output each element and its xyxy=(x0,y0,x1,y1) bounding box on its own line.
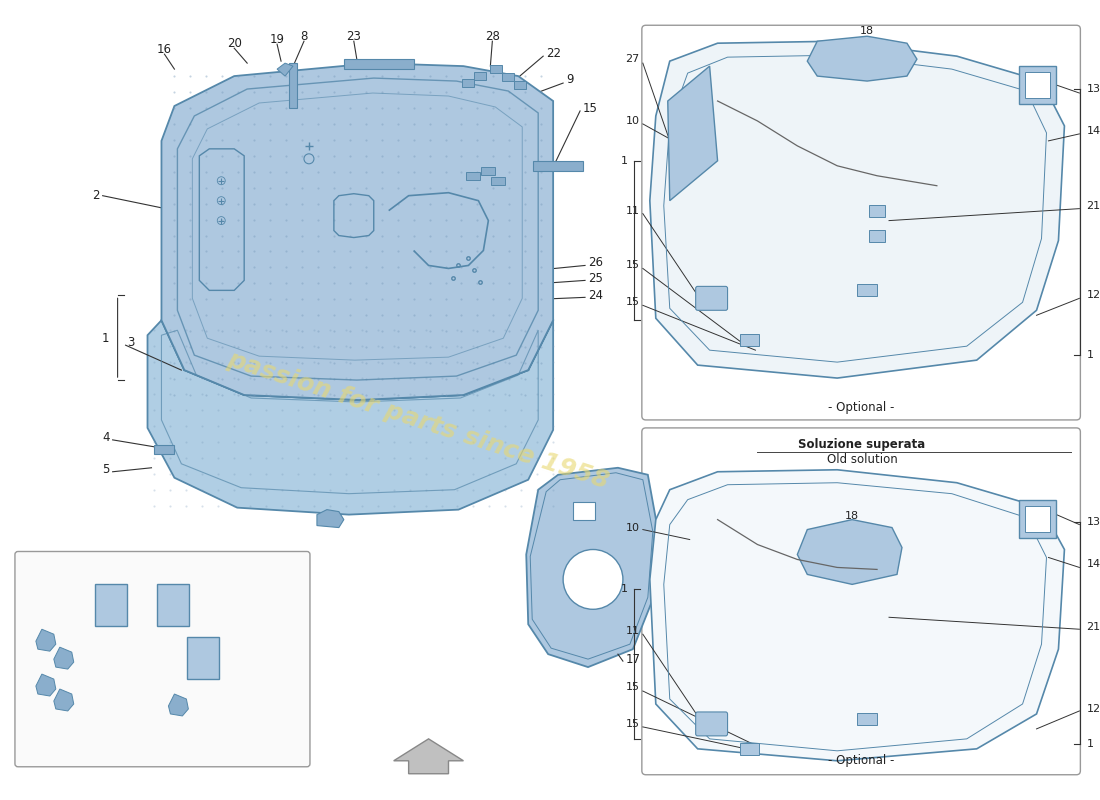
Text: 6: 6 xyxy=(248,594,254,604)
Polygon shape xyxy=(394,739,463,774)
Bar xyxy=(573,502,595,519)
Polygon shape xyxy=(147,320,553,514)
Text: 1: 1 xyxy=(620,156,628,166)
Text: 15: 15 xyxy=(583,102,598,115)
Bar xyxy=(869,205,886,217)
Text: 4: 4 xyxy=(102,431,110,444)
Text: 11: 11 xyxy=(626,626,640,636)
Text: passion for parts since 1958: passion for parts since 1958 xyxy=(224,346,613,493)
Bar xyxy=(1019,66,1056,104)
Bar xyxy=(474,72,486,80)
Bar xyxy=(515,81,526,89)
Circle shape xyxy=(563,550,623,610)
Text: 18: 18 xyxy=(845,510,859,521)
Text: 7: 7 xyxy=(14,729,22,739)
Text: 18: 18 xyxy=(860,26,875,36)
Text: - Optional -: - Optional - xyxy=(828,402,894,414)
Text: - Optional -: - Optional - xyxy=(828,754,894,767)
Polygon shape xyxy=(650,470,1065,761)
Text: 19: 19 xyxy=(270,33,285,46)
Polygon shape xyxy=(668,66,717,201)
Polygon shape xyxy=(36,674,56,696)
Text: 27: 27 xyxy=(626,54,640,64)
Text: 21: 21 xyxy=(1087,622,1100,632)
Polygon shape xyxy=(54,647,74,669)
Bar xyxy=(857,284,877,296)
Text: 6: 6 xyxy=(248,654,254,664)
FancyBboxPatch shape xyxy=(695,712,727,736)
Bar xyxy=(869,230,886,242)
Text: 2: 2 xyxy=(92,189,100,202)
Bar xyxy=(1019,500,1056,538)
Polygon shape xyxy=(168,694,188,716)
Text: 1: 1 xyxy=(1087,739,1093,749)
Text: 21: 21 xyxy=(1087,201,1100,210)
Bar xyxy=(739,743,759,755)
Polygon shape xyxy=(162,63,553,400)
Text: 7: 7 xyxy=(14,754,22,764)
Bar xyxy=(462,79,474,87)
Polygon shape xyxy=(807,36,917,81)
FancyBboxPatch shape xyxy=(15,551,310,766)
Text: 15: 15 xyxy=(626,719,640,729)
Bar xyxy=(857,713,877,725)
Text: 9: 9 xyxy=(566,73,573,86)
Text: 5: 5 xyxy=(102,463,110,476)
Text: 1: 1 xyxy=(1087,350,1093,360)
Text: 25: 25 xyxy=(588,272,603,285)
Text: 1: 1 xyxy=(102,332,110,345)
Bar xyxy=(503,73,515,81)
Bar xyxy=(289,63,297,108)
Polygon shape xyxy=(526,468,658,667)
Bar xyxy=(491,65,503,73)
Text: Soluzione superata: Soluzione superata xyxy=(799,438,926,451)
Bar xyxy=(482,166,495,174)
Bar xyxy=(1024,506,1050,531)
Polygon shape xyxy=(317,510,344,527)
Text: 20: 20 xyxy=(227,37,242,50)
Bar xyxy=(534,161,583,170)
Text: 12: 12 xyxy=(1087,290,1100,300)
Text: 28: 28 xyxy=(485,30,499,42)
Bar xyxy=(1024,72,1050,98)
Text: 17: 17 xyxy=(626,653,641,666)
FancyBboxPatch shape xyxy=(695,286,727,310)
Text: 13: 13 xyxy=(1087,84,1100,94)
Polygon shape xyxy=(54,689,74,711)
Polygon shape xyxy=(650,42,1065,378)
Text: 3: 3 xyxy=(128,336,135,349)
Text: 26: 26 xyxy=(588,256,603,269)
Text: 12: 12 xyxy=(1087,704,1100,714)
Bar xyxy=(466,172,481,180)
Text: 1: 1 xyxy=(620,584,628,594)
Polygon shape xyxy=(36,630,56,651)
Polygon shape xyxy=(277,63,293,76)
FancyBboxPatch shape xyxy=(641,26,1080,420)
FancyBboxPatch shape xyxy=(641,428,1080,774)
Bar xyxy=(157,584,189,626)
Text: 14: 14 xyxy=(1087,559,1100,570)
Text: 23: 23 xyxy=(346,30,361,42)
Text: 10: 10 xyxy=(626,522,640,533)
Text: 15: 15 xyxy=(626,298,640,307)
Bar xyxy=(187,638,219,679)
Polygon shape xyxy=(798,519,902,584)
Bar xyxy=(344,59,414,69)
Text: 24: 24 xyxy=(588,289,603,302)
Bar xyxy=(95,584,126,626)
Text: 8: 8 xyxy=(300,30,308,42)
Text: Old solution: Old solution xyxy=(827,454,898,466)
Text: 14: 14 xyxy=(1087,126,1100,136)
Text: 15: 15 xyxy=(626,682,640,692)
Bar xyxy=(739,334,759,346)
Text: 13: 13 xyxy=(1087,517,1100,526)
Text: 16: 16 xyxy=(157,42,172,56)
Text: 10: 10 xyxy=(626,116,640,126)
Bar xyxy=(154,445,175,454)
Text: 11: 11 xyxy=(626,206,640,216)
Text: 15: 15 xyxy=(626,261,640,270)
Text: 22: 22 xyxy=(547,46,561,60)
Bar xyxy=(492,177,505,185)
